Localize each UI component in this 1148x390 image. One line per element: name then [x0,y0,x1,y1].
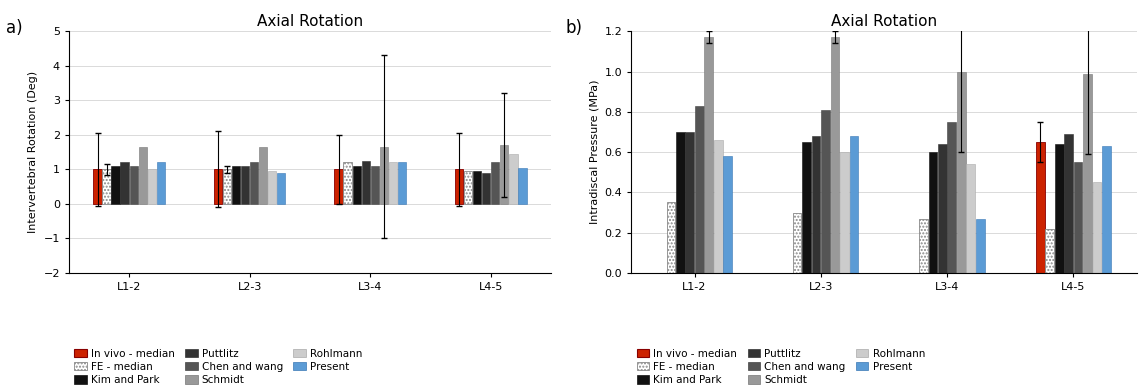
Bar [812,136,821,273]
Bar [667,202,675,273]
Bar [397,163,406,204]
Bar [947,122,956,273]
Bar [793,213,801,273]
Bar [352,166,360,204]
Bar [920,218,928,273]
Bar [491,163,499,204]
Text: a): a) [6,19,23,37]
Bar [1093,183,1101,273]
Bar [676,132,684,273]
Bar [1035,142,1045,273]
Bar [831,37,839,273]
Bar [802,142,810,273]
Bar [501,145,509,204]
Bar [482,173,490,204]
Bar [685,132,695,273]
Bar [473,171,481,204]
Bar [695,106,704,273]
Title: Axial Rotation: Axial Rotation [257,14,363,28]
Bar [705,37,713,273]
Bar [111,166,119,204]
Bar [464,171,472,204]
Bar [510,154,518,204]
Bar [371,166,379,204]
Y-axis label: Intradiscal Pressure (MPa): Intradiscal Pressure (MPa) [589,80,599,224]
Bar [723,156,732,273]
Bar [121,163,129,204]
Bar [714,140,722,273]
Bar [957,71,965,273]
Bar [214,169,223,204]
Text: b): b) [566,19,583,37]
Bar [362,161,370,204]
Bar [148,169,156,204]
Bar [1073,162,1083,273]
Bar [840,152,848,273]
Bar [223,169,231,204]
Bar [1064,134,1073,273]
Bar [389,163,397,204]
Bar [455,169,464,204]
Bar [250,163,258,204]
Bar [334,169,343,204]
Bar [518,168,527,204]
Bar [93,169,102,204]
Bar [269,171,277,204]
Bar [929,152,937,273]
Bar [343,163,351,204]
Bar [850,136,859,273]
Legend: In vivo - median, FE - median, Kim and Park, Puttlitz, Chen and wang, Schmidt, R: In vivo - median, FE - median, Kim and P… [637,349,925,385]
Bar [241,166,249,204]
Bar [102,169,110,204]
Bar [967,164,975,273]
Bar [156,163,165,204]
Bar [1084,74,1092,273]
Bar [277,173,286,204]
Y-axis label: Intervertebral Rotation (Deg): Intervertebral Rotation (Deg) [28,71,38,233]
Title: Axial Rotation: Axial Rotation [831,14,937,28]
Bar [1102,146,1111,273]
Bar [380,147,388,204]
Bar [139,147,147,204]
Bar [1046,229,1054,273]
Bar [938,144,947,273]
Bar [821,110,830,273]
Bar [976,218,985,273]
Bar [130,166,138,204]
Bar [232,166,240,204]
Legend: In vivo - median, FE - median, Kim and Park, Puttlitz, Chen and wang, Schmidt, R: In vivo - median, FE - median, Kim and P… [75,349,363,385]
Bar [259,147,267,204]
Bar [1055,144,1063,273]
